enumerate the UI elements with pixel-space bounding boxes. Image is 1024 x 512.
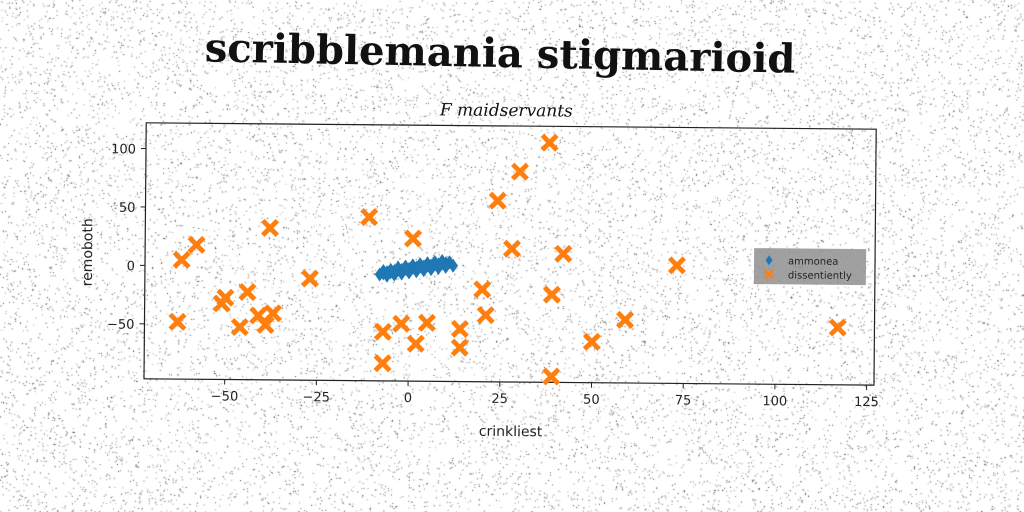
dissentiently-point: [256, 315, 275, 334]
dissentiently-point: [542, 285, 561, 304]
dissentiently-point: [450, 338, 469, 357]
y-tick-label: −50: [107, 318, 135, 333]
ammonea-point: [440, 259, 451, 274]
dissentiently-point: [616, 310, 635, 329]
plot-frame: [143, 122, 877, 386]
x-tick-label: 75: [675, 393, 692, 408]
x-tick-label: −25: [302, 390, 330, 405]
dissentiently-point: [392, 314, 411, 333]
legend-label: ammonea: [788, 256, 838, 267]
dissentiently-point: [263, 304, 283, 323]
dissentiently-point: [403, 229, 423, 248]
legend-box: [753, 248, 867, 286]
ammonea-point: [433, 260, 444, 275]
dissentiently-point: [667, 256, 686, 275]
ammonea-point: [396, 266, 407, 281]
ammonea-point: [418, 263, 429, 278]
dissentiently-point: [168, 312, 187, 331]
ammonea-point: [389, 267, 400, 282]
data-marks: [168, 133, 847, 386]
dissentiently-point: [260, 218, 280, 237]
x-tick-label: 50: [583, 393, 600, 408]
y-tick-label: 0: [127, 259, 135, 274]
dissentiently-point: [502, 239, 522, 258]
x-axis-label: crinkliest: [479, 424, 543, 441]
dissentiently-point: [238, 282, 257, 302]
x-tick-label: 100: [762, 394, 787, 409]
x-tick-label: −50: [211, 389, 239, 404]
dissentiently-point: [212, 294, 231, 313]
dissentiently-point: [582, 332, 601, 351]
y-axis-label: remoboth: [80, 218, 97, 286]
dissentiently-point: [187, 235, 206, 254]
plot-group: F maidservants −50 −25 0 25 50 75 100 125 −50 0 5…: [80, 100, 879, 441]
dissentiently-point: [373, 322, 392, 341]
legend-label: dissentiently: [788, 270, 852, 282]
legend-dissentiently-marker: [763, 269, 774, 280]
dissentiently-point: [230, 317, 249, 337]
dissentiently-point: [417, 313, 437, 332]
dissentiently-point: [488, 191, 507, 210]
dissentiently-point: [373, 354, 392, 373]
dissentiently-point: [476, 306, 495, 325]
x-tick-label: 125: [854, 395, 879, 410]
dissentiently-point: [360, 208, 379, 227]
x-axis-ticks: −50 −25 0 25 50 75 100 125: [211, 379, 879, 410]
dissentiently-point: [828, 318, 847, 337]
dissentiently-point: [172, 250, 191, 269]
x-tick-label: 0: [404, 391, 412, 406]
ammonea-point: [404, 265, 414, 280]
x-tick-label: 25: [491, 392, 508, 407]
legend: ammonea dissentiently: [753, 248, 867, 286]
ammonea-point: [382, 268, 392, 283]
ammonea-point: [378, 263, 389, 278]
dissentiently-point: [450, 319, 469, 338]
ammonea-point: [411, 264, 422, 279]
dissentiently-point: [542, 367, 561, 386]
ammonea-point: [448, 258, 459, 273]
dissentiently-point: [300, 269, 319, 288]
legend-ammonea-marker: [765, 255, 773, 266]
y-tick-label: 50: [119, 201, 136, 216]
dissentiently-point: [406, 334, 425, 353]
y-axis-ticks: −50 0 50 100: [107, 142, 147, 333]
ammonea-point: [426, 262, 436, 277]
dissentiently-point: [540, 133, 559, 152]
y-tick-label: 100: [111, 142, 136, 157]
dissentiently-point: [473, 280, 492, 299]
dissentiently-point: [554, 244, 573, 263]
legend-items: ammonea dissentiently: [763, 255, 852, 282]
dissentiently-point: [510, 162, 530, 181]
chart-title: F maidservants: [439, 100, 573, 121]
